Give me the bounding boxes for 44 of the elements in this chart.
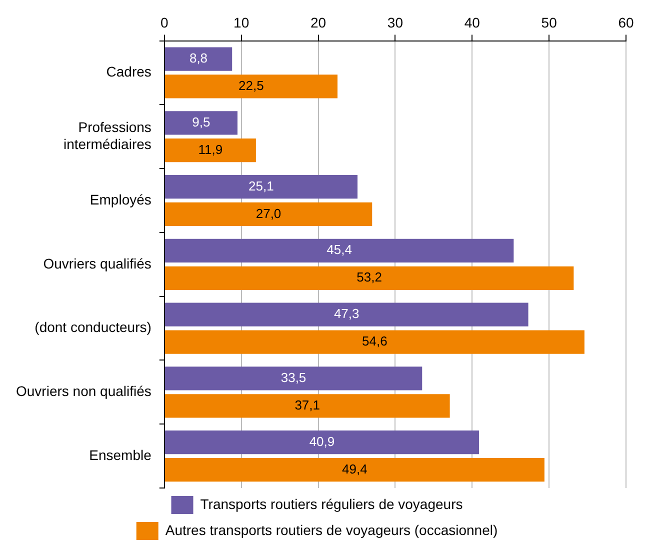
y-tick-label: Ouvriers qualifiés: [43, 255, 152, 272]
bar: [164, 238, 514, 262]
bar: [164, 202, 372, 226]
x-tick-label: 50: [541, 14, 558, 30]
data-label: 37,1: [294, 397, 320, 412]
y-tick-label: Ensemble: [89, 446, 152, 463]
x-tick-label: 20: [310, 14, 326, 30]
bar: [164, 138, 256, 162]
data-label: 47,3: [334, 306, 360, 322]
data-label: 9,5: [192, 114, 210, 130]
bar: [164, 111, 238, 135]
bar: [164, 458, 544, 482]
data-label: 27,0: [256, 206, 282, 221]
bar: [164, 330, 584, 354]
data-label: 8,8: [189, 50, 208, 66]
data-label: 33,5: [280, 370, 306, 386]
x-tick-label: 30: [387, 14, 404, 30]
bar: [164, 302, 528, 326]
data-label: 45,4: [326, 242, 352, 258]
data-label: 11,9: [198, 142, 223, 157]
x-tick-label: 10: [234, 14, 250, 30]
y-tick-label: (dont conducteurs): [34, 319, 152, 336]
bar: [164, 394, 450, 418]
x-tick-label: 0: [160, 14, 168, 30]
bar: [164, 174, 358, 199]
x-tick-label: 60: [618, 14, 634, 30]
bar: [164, 266, 574, 290]
bar: [164, 430, 480, 454]
bar: [164, 47, 232, 71]
legend-label: Autres transports routiers de voyageurs (occasionnel): [165, 522, 498, 538]
y-tick-label: Employés: [90, 191, 152, 208]
y-tick-label: Ouvriers non qualifiés: [16, 383, 152, 400]
y-tick-label: Professions intermédiaires: [63, 119, 152, 152]
data-label: 49,4: [342, 461, 368, 476]
bar: [164, 366, 422, 390]
data-label: 53,2: [356, 270, 382, 285]
data-label: 40,9: [309, 434, 335, 449]
bar: [164, 74, 338, 98]
data-label: 25,1: [248, 178, 274, 194]
data-label: 54,6: [362, 334, 388, 349]
data-label: 22,5: [238, 78, 264, 94]
y-tick-label: Cadres: [106, 64, 152, 80]
legend-label: Transports routiers réguliers de voyageurs: [200, 496, 463, 512]
x-tick-label: 40: [464, 14, 480, 30]
